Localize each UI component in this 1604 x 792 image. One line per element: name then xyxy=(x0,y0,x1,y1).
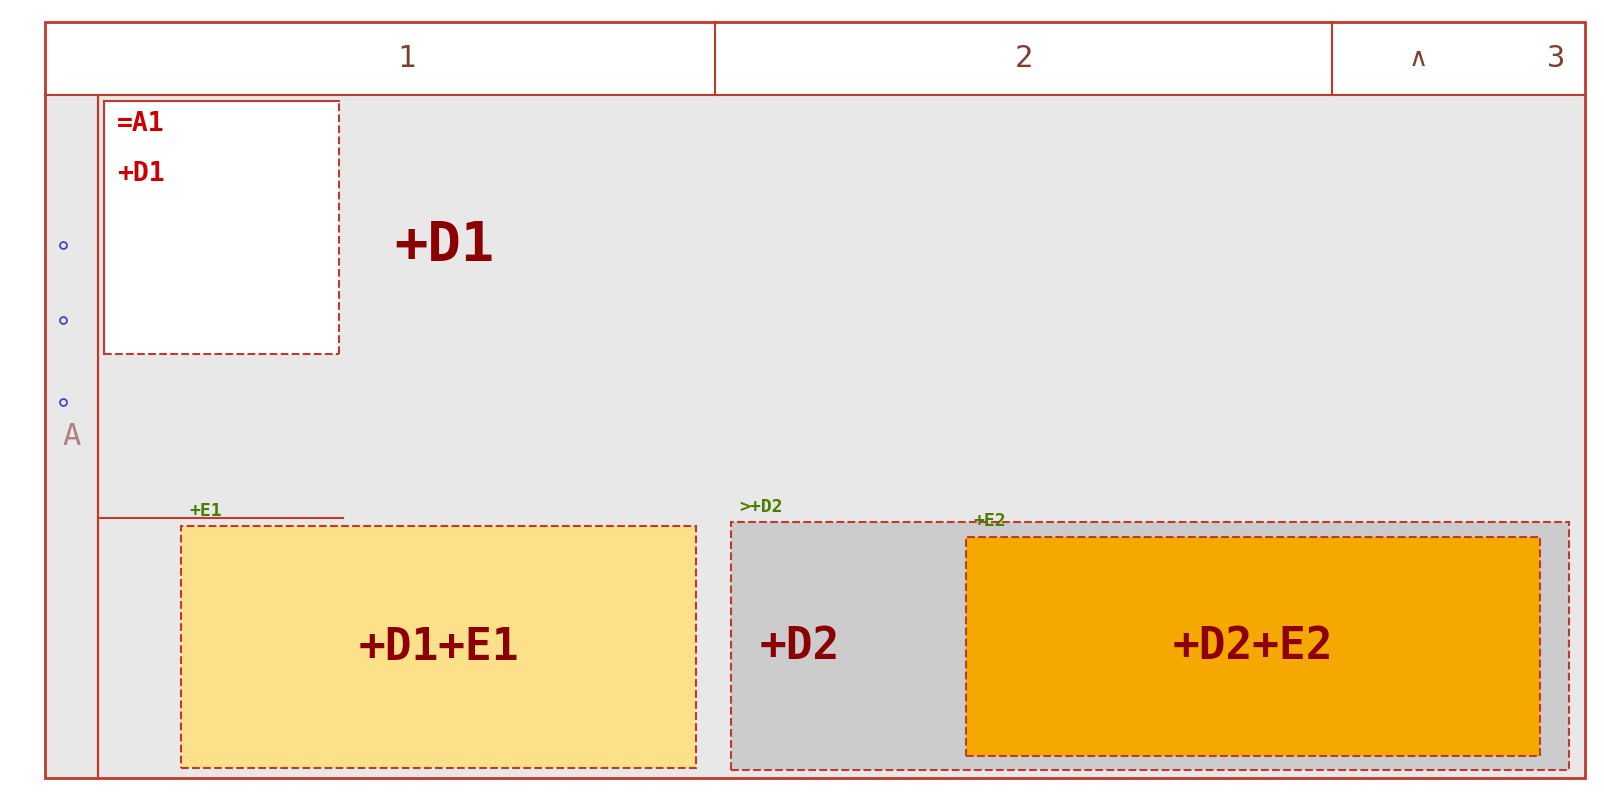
Bar xyxy=(45,22,1585,95)
Text: +D2: +D2 xyxy=(760,625,840,668)
Bar xyxy=(966,536,1540,756)
Text: ∧: ∧ xyxy=(1408,46,1428,71)
Text: +E2: +E2 xyxy=(974,512,1006,530)
Bar xyxy=(731,522,1569,770)
Bar xyxy=(731,522,1569,770)
Bar xyxy=(181,526,696,768)
Text: +D1: +D1 xyxy=(117,161,165,187)
Bar xyxy=(181,526,696,768)
Text: +D1: +D1 xyxy=(395,219,494,272)
Text: +D2+E2: +D2+E2 xyxy=(1173,625,1333,668)
Text: +E1: +E1 xyxy=(189,502,221,520)
Bar xyxy=(45,95,1585,778)
Text: >+D2: >+D2 xyxy=(739,498,783,516)
Text: 2: 2 xyxy=(1014,44,1033,73)
Text: +D1+E1: +D1+E1 xyxy=(358,626,518,668)
Bar xyxy=(104,101,338,355)
Bar xyxy=(966,536,1540,756)
Text: A: A xyxy=(63,422,80,451)
Text: 3: 3 xyxy=(1548,44,1566,73)
Text: 1: 1 xyxy=(398,44,415,73)
Text: =A1: =A1 xyxy=(117,111,165,137)
